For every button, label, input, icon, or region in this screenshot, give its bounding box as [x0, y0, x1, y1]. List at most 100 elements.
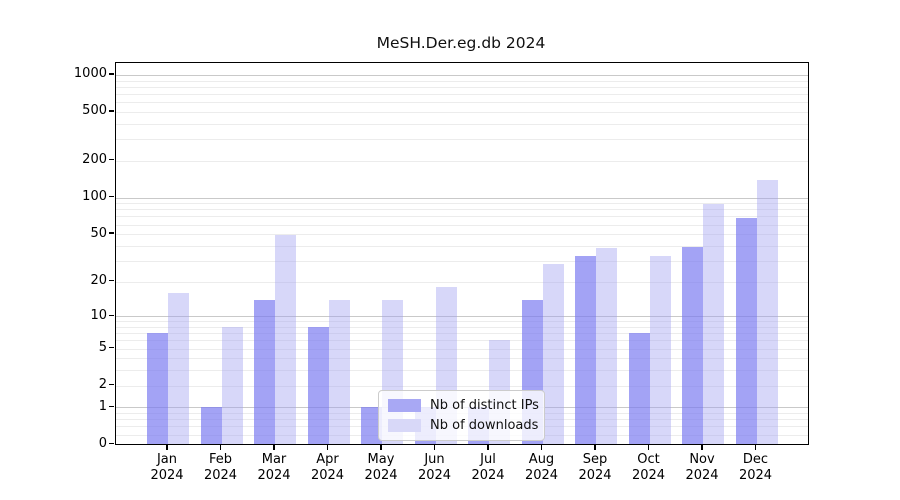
- gridline-minor: [116, 245, 808, 247]
- x-axis-tick-label: Nov 2024: [685, 451, 719, 483]
- x-axis-tick-mark: [166, 444, 168, 450]
- y-axis-tick-label: 20: [90, 273, 107, 289]
- x-axis-tick-mark: [219, 444, 222, 450]
- y-axis-tick-label: 1000: [73, 66, 107, 82]
- legend: Nb of distinct IPs Nb of downloads: [378, 390, 545, 441]
- y-axis-tick-label: 50: [90, 225, 107, 241]
- y-axis-tick-label: 0: [98, 436, 107, 451]
- x-axis-tick-mark: [273, 444, 275, 450]
- gridline-minor: [116, 216, 808, 218]
- x-axis-tick-label: Feb 2024: [203, 451, 238, 483]
- y-axis-tick-mark: [109, 73, 114, 75]
- gridline-minor: [116, 234, 808, 236]
- y-axis-tick-label: 100: [82, 189, 107, 205]
- gridline-minor: [116, 281, 808, 283]
- distinct-ips-swatch-icon: [388, 399, 421, 412]
- gridline-major: [116, 197, 808, 199]
- x-axis-tick-mark: [326, 444, 329, 450]
- x-axis-tick-mark: [701, 444, 703, 450]
- bar-feb-downloads: [221, 326, 243, 445]
- legend-row-downloads: Nb of downloads: [388, 418, 538, 433]
- bar-apr-ips: [307, 326, 329, 445]
- gridline-minor: [116, 358, 808, 360]
- y-axis-tick-mark: [109, 442, 114, 445]
- gridline-minor: [116, 370, 808, 372]
- gridline-minor: [116, 321, 808, 323]
- gridline-major: [116, 316, 808, 318]
- bar-oct-downloads: [649, 255, 671, 445]
- y-axis-tick-mark: [109, 346, 114, 349]
- bar-mar-ips: [254, 299, 275, 445]
- x-axis-tick-label: Oct 2024: [631, 451, 666, 483]
- bar-apr-downloads: [328, 299, 350, 445]
- x-axis-tick-label: Jan 2024: [150, 451, 184, 483]
- gridline-minor: [116, 209, 808, 211]
- gridline-minor: [116, 80, 808, 82]
- legend-row-distinct-ips: Nb of distinct IPs: [388, 398, 539, 413]
- y-axis-tick-mark: [109, 314, 114, 316]
- gridline-minor: [116, 203, 808, 205]
- y-axis-tick-mark: [109, 279, 114, 282]
- bar-nov-downloads: [703, 204, 724, 445]
- gridline-minor: [116, 385, 808, 387]
- gridline-major: [116, 74, 808, 76]
- y-axis-tick-mark: [109, 110, 114, 112]
- bar-may-ips: [361, 407, 382, 445]
- bar-feb-ips: [200, 407, 222, 445]
- y-axis-tick-mark: [109, 159, 114, 161]
- bar-jan-downloads: [168, 292, 189, 445]
- bar-sep-downloads: [596, 248, 617, 445]
- y-axis-tick-mark: [109, 195, 114, 198]
- legend-label-downloads: Nb of downloads: [430, 418, 539, 433]
- y-axis-tick-mark: [109, 232, 114, 234]
- x-axis-tick-label: Apr 2024: [310, 451, 345, 483]
- gridline-minor: [116, 93, 808, 95]
- y-axis-tick-mark: [109, 405, 114, 408]
- chart-title: MeSH.Der.eg.db 2024: [376, 34, 546, 52]
- y-axis-tick-label: 5: [98, 340, 107, 356]
- x-axis-tick-mark: [540, 444, 543, 450]
- bar-oct-ips: [628, 333, 650, 445]
- x-axis-tick-label: Aug 2024: [524, 451, 559, 483]
- x-axis-tick-mark: [487, 444, 489, 450]
- gridline-minor: [116, 326, 808, 328]
- y-axis-tick-label: 2: [98, 377, 107, 393]
- x-axis-tick-mark: [647, 444, 650, 450]
- bar-dec-downloads: [756, 179, 778, 445]
- gridline-minor: [116, 111, 808, 113]
- gridline-minor: [116, 260, 808, 262]
- bar-aug-downloads: [542, 264, 564, 445]
- x-axis-tick-label: Sep 2024: [578, 451, 612, 483]
- x-axis-tick-mark: [380, 444, 382, 450]
- bar-nov-ips: [682, 247, 703, 445]
- x-axis-tick-label: Dec 2024: [738, 451, 773, 483]
- gridline-minor: [116, 160, 808, 162]
- y-axis-tick-label: 1: [98, 398, 107, 414]
- bar-jan-ips: [147, 333, 168, 445]
- gridline-minor: [116, 224, 808, 226]
- x-axis-tick-mark: [594, 444, 596, 450]
- gridline-minor: [116, 102, 808, 104]
- downloads-swatch-icon: [388, 419, 421, 432]
- x-axis-tick-label: Mar 2024: [257, 451, 291, 483]
- y-axis-tick-label: 500: [82, 103, 107, 119]
- gridline-minor: [116, 123, 808, 125]
- x-axis-tick-label: May 2024: [364, 451, 398, 483]
- gridline-minor: [116, 333, 808, 335]
- gridline-minor: [116, 86, 808, 88]
- x-axis-tick-mark: [754, 444, 757, 450]
- x-axis-tick-label: Jul 2024: [471, 451, 505, 483]
- bar-dec-ips: [735, 217, 757, 445]
- y-axis-tick-label: 10: [90, 307, 107, 323]
- x-axis-tick-mark: [433, 444, 436, 450]
- gridline-minor: [116, 348, 808, 350]
- bar-sep-ips: [575, 255, 596, 445]
- plot-area: [115, 62, 809, 445]
- gridline-minor: [116, 340, 808, 342]
- x-axis-tick-label: Jun 2024: [417, 451, 452, 483]
- y-axis-tick-label: 200: [82, 152, 107, 168]
- legend-label-distinct-ips: Nb of distinct IPs: [430, 398, 539, 413]
- gridline-minor: [116, 139, 808, 141]
- bar-mar-downloads: [275, 235, 296, 445]
